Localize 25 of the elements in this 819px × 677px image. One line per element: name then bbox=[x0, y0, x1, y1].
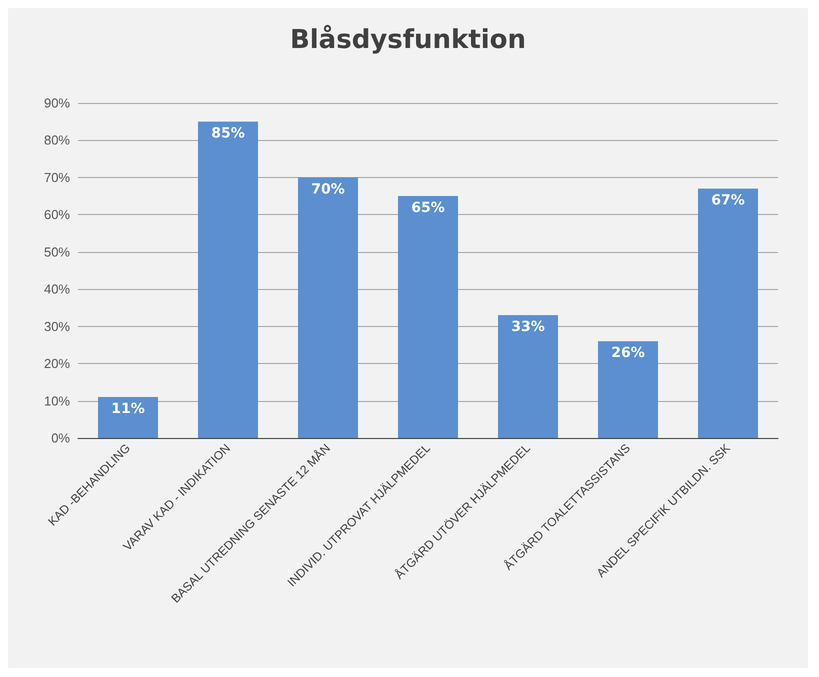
data-label: 67% bbox=[711, 192, 745, 209]
y-tick-label: 80% bbox=[44, 132, 70, 148]
bar bbox=[698, 188, 758, 438]
bar bbox=[398, 196, 458, 438]
y-tick-label: 60% bbox=[44, 207, 70, 222]
y-tick-label: 70% bbox=[44, 170, 70, 185]
y-tick-label: 30% bbox=[44, 318, 70, 334]
bar bbox=[198, 122, 258, 438]
data-label: 11% bbox=[111, 401, 145, 418]
bar bbox=[98, 397, 158, 438]
y-tick-label: 10% bbox=[44, 393, 70, 408]
y-tick-label: 40% bbox=[44, 282, 70, 297]
bar bbox=[298, 177, 358, 438]
y-tick-label: 50% bbox=[44, 244, 70, 260]
data-label: 65% bbox=[411, 200, 445, 216]
data-label: 26% bbox=[611, 345, 645, 362]
bar bbox=[498, 315, 558, 438]
data-label: 70% bbox=[311, 181, 345, 198]
y-tick-label: 20% bbox=[44, 356, 70, 372]
chart-title: Blåsdysfunktion bbox=[290, 24, 526, 55]
y-tick-label: 90% bbox=[44, 96, 70, 110]
data-label: 85% bbox=[211, 126, 245, 142]
bar bbox=[598, 341, 658, 438]
data-label: 33% bbox=[511, 319, 545, 336]
y-tick-label: 0% bbox=[51, 430, 70, 446]
